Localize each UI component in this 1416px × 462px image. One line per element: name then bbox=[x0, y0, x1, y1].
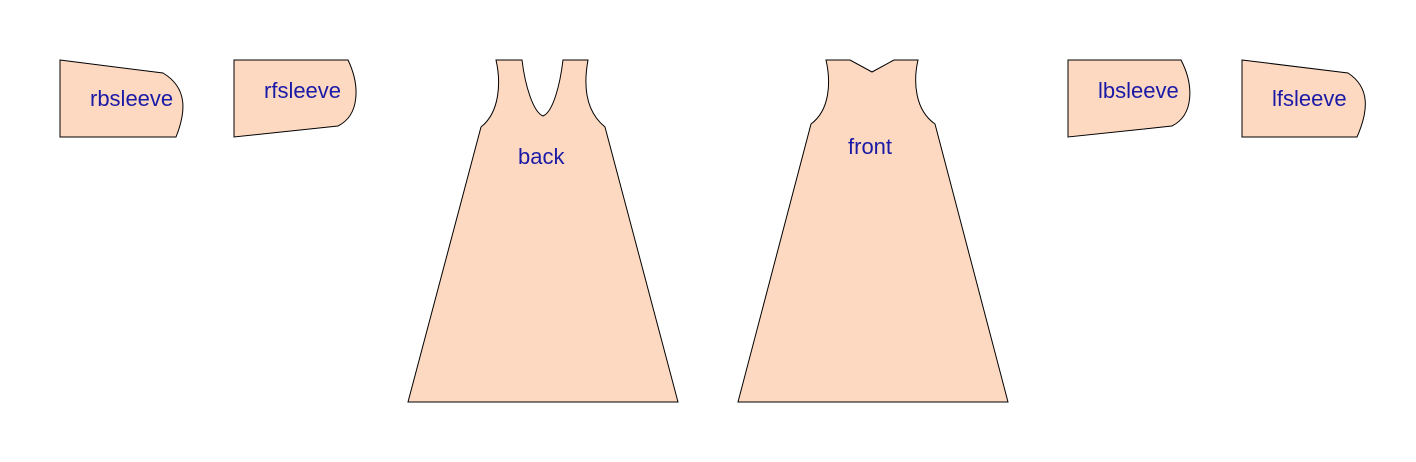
rbsleeve-label: rbsleeve bbox=[90, 86, 173, 111]
lbsleeve-label: lbsleeve bbox=[1098, 78, 1179, 103]
lbsleeve-shape[interactable] bbox=[1067, 59, 1191, 138]
front-shape[interactable] bbox=[737, 59, 1009, 403]
piece-front[interactable]: front bbox=[737, 59, 1009, 403]
piece-lbsleeve[interactable]: lbsleeve bbox=[1067, 59, 1191, 138]
piece-back[interactable]: back bbox=[407, 59, 679, 403]
back-shape[interactable] bbox=[407, 59, 679, 403]
rfsleeve-shape[interactable] bbox=[233, 59, 357, 138]
rbsleeve-shape[interactable] bbox=[59, 59, 184, 138]
lfsleeve-shape[interactable] bbox=[1241, 59, 1366, 138]
lfsleeve-label: lfsleeve bbox=[1272, 86, 1347, 111]
rfsleeve-label: rfsleeve bbox=[264, 78, 341, 103]
front-label: front bbox=[848, 134, 892, 159]
piece-rbsleeve[interactable]: rbsleeve bbox=[59, 59, 184, 138]
piece-rfsleeve[interactable]: rfsleeve bbox=[233, 59, 357, 138]
back-label: back bbox=[518, 144, 565, 169]
piece-lfsleeve[interactable]: lfsleeve bbox=[1241, 59, 1366, 138]
